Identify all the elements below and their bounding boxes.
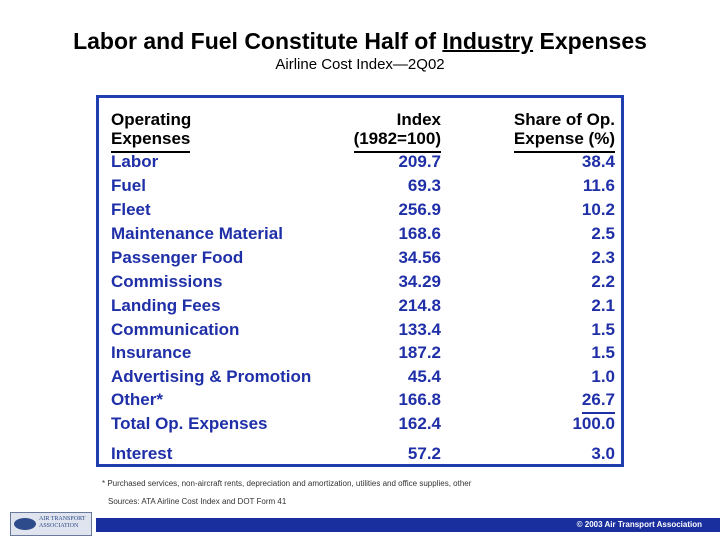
expense-index: 34.56: [398, 248, 441, 267]
page-subtitle: Airline Cost Index—2Q02: [275, 56, 445, 73]
expense-index: 209.7: [398, 152, 441, 171]
expense-name: Labor: [111, 152, 159, 171]
expense-name: Communication: [111, 320, 240, 339]
expense-index: 256.9: [398, 200, 441, 219]
expense-index: 187.2: [398, 343, 441, 362]
source-note: Sources: ATA Airline Cost Index and DOT …: [108, 497, 287, 506]
table-row: Communication 133.4 1.5: [99, 318, 627, 342]
table-row: Insurance 187.2 1.5: [99, 341, 627, 365]
expense-name: Commissions: [111, 272, 223, 291]
expense-name: Fleet: [111, 200, 151, 219]
header-expenses: Expenses: [111, 127, 191, 153]
table-row: Maintenance Material 168.6 2.5: [99, 222, 627, 246]
header-operating: Operating: [111, 110, 192, 129]
expense-share: 2.2: [591, 272, 615, 291]
header-share: Share of Op.: [513, 110, 615, 129]
expense-share: 26.7: [581, 388, 615, 414]
expense-share: 2.5: [591, 224, 615, 243]
expense-name: Fuel: [111, 176, 146, 195]
total-index: 162.4: [398, 414, 441, 433]
expense-name: Passenger Food: [111, 248, 244, 267]
interest-index: 57.2: [407, 444, 441, 463]
copyright-text: © 2003 Air Transport Association: [576, 520, 702, 529]
table-header-row-1: Operating Index Share of Op.: [99, 108, 627, 132]
expense-name: Maintenance Material: [111, 224, 283, 243]
expense-index: 168.6: [398, 224, 441, 243]
expense-name: Landing Fees: [111, 296, 221, 315]
table-row: Landing Fees 214.8 2.1: [99, 294, 627, 318]
table-interest-row: Interest 57.2 3.0: [99, 442, 627, 466]
expense-share: 1.0: [591, 367, 615, 386]
expense-index: 45.4: [407, 367, 441, 386]
ata-logo: AIR TRANSPORT ASSOCIATION: [10, 512, 92, 536]
table-row: Passenger Food 34.56 2.3: [99, 246, 627, 270]
table-row: Commissions 34.29 2.2: [99, 270, 627, 294]
table-total-row: Total Op. Expenses 162.4 100.0: [99, 412, 627, 436]
expense-index: 133.4: [398, 320, 441, 339]
expense-name: Insurance: [111, 343, 192, 362]
expense-index: 214.8: [398, 296, 441, 315]
title-underlined-word: Industry: [442, 28, 534, 54]
expense-share: 1.5: [591, 320, 615, 339]
cost-index-table: Operating Index Share of Op. Expenses (1…: [96, 95, 624, 467]
table-row: Fleet 256.9 10.2: [99, 198, 627, 222]
expense-share: 2.1: [591, 296, 615, 315]
footer-bar: © 2003 Air Transport Association: [96, 518, 720, 532]
logo-line-2: ASSOCIATION: [39, 523, 79, 529]
expense-name: Advertising & Promotion: [111, 367, 312, 386]
expense-share: 11.6: [582, 176, 615, 195]
table-row: Other* 166.8 26.7: [99, 388, 627, 414]
expense-index: 69.3: [407, 176, 441, 195]
total-name: Total Op. Expenses: [111, 414, 268, 433]
expense-share: 1.5: [591, 343, 615, 362]
interest-name: Interest: [111, 444, 173, 463]
header-expense-pct: Expense (%): [513, 127, 615, 153]
footnote: * Purchased services, non-aircraft rents…: [102, 479, 472, 488]
expense-name: Other*: [111, 390, 163, 409]
expense-index: 166.8: [398, 390, 441, 409]
interest-share: 3.0: [591, 444, 615, 463]
table-row: Advertising & Promotion 45.4 1.0: [99, 365, 627, 389]
total-share: 100.0: [572, 414, 615, 433]
expense-index: 34.29: [398, 272, 441, 291]
page-title: Labor and Fuel Constitute Half of Indust…: [73, 28, 647, 54]
table-header-row-2: Expenses (1982=100) Expense (%): [99, 127, 627, 153]
table-row: Fuel 69.3 11.6: [99, 174, 627, 198]
expense-share: 10.2: [581, 200, 615, 219]
logo-emblem-icon: [14, 518, 36, 530]
expense-share: 2.3: [591, 248, 615, 267]
table-row: Labor 209.7 38.4: [99, 150, 627, 174]
logo-line-1: AIR TRANSPORT: [39, 516, 86, 522]
header-index: Index: [396, 110, 441, 129]
expense-share: 38.4: [581, 152, 615, 171]
header-base-year: (1982=100): [353, 127, 441, 153]
